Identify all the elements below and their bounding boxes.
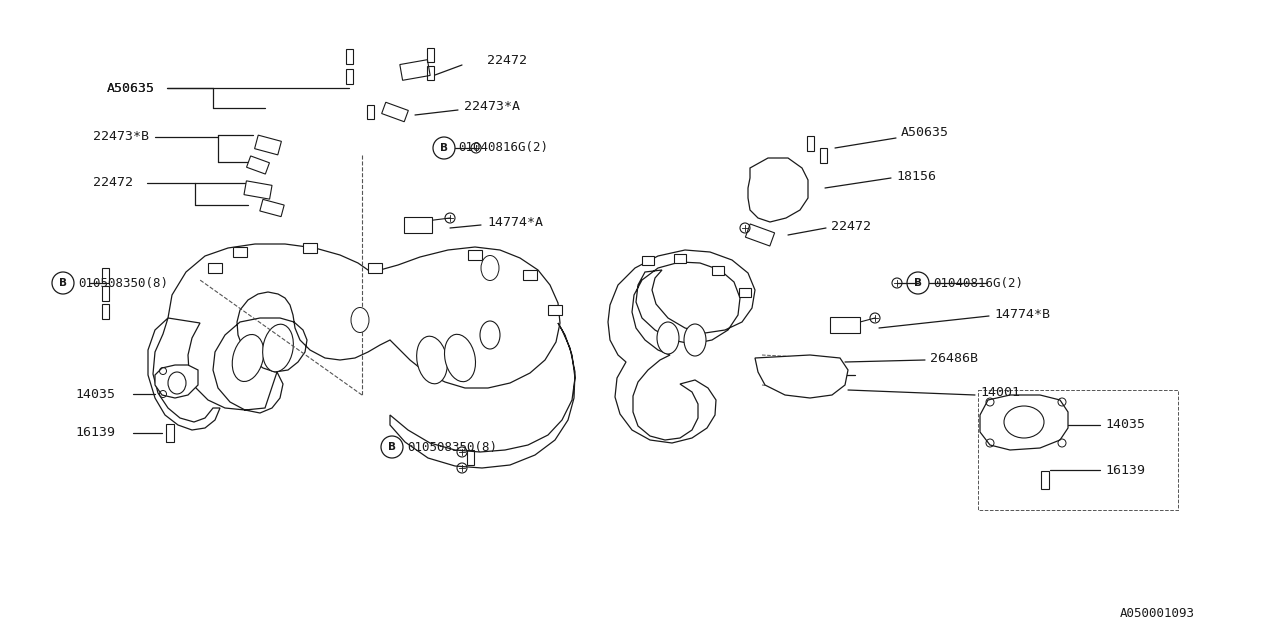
Ellipse shape xyxy=(262,324,293,372)
Ellipse shape xyxy=(1004,406,1044,438)
Bar xyxy=(166,424,174,442)
Polygon shape xyxy=(468,250,483,260)
Polygon shape xyxy=(675,253,686,262)
Text: B: B xyxy=(388,442,396,452)
Text: 14001: 14001 xyxy=(980,387,1020,399)
Polygon shape xyxy=(247,156,270,174)
Polygon shape xyxy=(548,305,562,315)
Polygon shape xyxy=(745,224,774,246)
Bar xyxy=(346,49,352,63)
Ellipse shape xyxy=(232,335,264,381)
Bar xyxy=(819,147,827,163)
Text: 14035: 14035 xyxy=(76,387,115,401)
Ellipse shape xyxy=(684,324,707,356)
Text: 16139: 16139 xyxy=(1105,463,1146,477)
Text: 14774*B: 14774*B xyxy=(995,307,1050,321)
Ellipse shape xyxy=(168,372,186,394)
Polygon shape xyxy=(712,266,724,275)
Text: 14774*A: 14774*A xyxy=(486,216,543,228)
Text: 16139: 16139 xyxy=(76,426,115,440)
Text: 26486B: 26486B xyxy=(931,351,978,365)
Polygon shape xyxy=(643,255,654,264)
Bar xyxy=(101,285,109,301)
Polygon shape xyxy=(207,263,221,273)
Polygon shape xyxy=(829,317,860,333)
Polygon shape xyxy=(260,199,284,217)
Polygon shape xyxy=(748,158,808,222)
Bar xyxy=(346,68,352,83)
Bar xyxy=(101,303,109,319)
Bar xyxy=(978,390,1178,510)
Polygon shape xyxy=(148,318,220,430)
Polygon shape xyxy=(404,217,433,233)
Ellipse shape xyxy=(444,334,475,381)
Polygon shape xyxy=(381,102,408,122)
Polygon shape xyxy=(524,270,538,280)
Text: A50635: A50635 xyxy=(108,81,155,95)
Bar xyxy=(426,66,434,80)
Text: 22472: 22472 xyxy=(486,54,527,67)
Ellipse shape xyxy=(480,321,500,349)
Text: 18156: 18156 xyxy=(896,170,936,182)
Polygon shape xyxy=(739,287,751,296)
Bar xyxy=(426,48,434,62)
Polygon shape xyxy=(755,355,849,398)
Ellipse shape xyxy=(417,336,447,384)
Polygon shape xyxy=(369,263,381,273)
Text: B: B xyxy=(914,278,922,288)
Text: 22472: 22472 xyxy=(93,177,133,189)
Text: 01040816G(2): 01040816G(2) xyxy=(458,141,548,154)
Polygon shape xyxy=(255,135,282,155)
Ellipse shape xyxy=(657,322,678,354)
Text: 010508350(8): 010508350(8) xyxy=(78,276,168,289)
Text: 22473*A: 22473*A xyxy=(465,100,520,113)
Bar xyxy=(806,136,814,150)
Text: 01040816G(2): 01040816G(2) xyxy=(933,276,1023,289)
Text: A50635: A50635 xyxy=(901,127,948,140)
Polygon shape xyxy=(399,60,430,80)
Polygon shape xyxy=(244,181,273,199)
Polygon shape xyxy=(608,250,755,443)
Bar xyxy=(366,105,374,119)
Ellipse shape xyxy=(351,307,369,333)
Bar xyxy=(101,268,109,282)
Text: 22472: 22472 xyxy=(831,220,870,232)
Polygon shape xyxy=(168,244,561,413)
Bar xyxy=(1041,471,1050,489)
Text: A50635: A50635 xyxy=(108,81,155,95)
Text: B: B xyxy=(59,278,67,288)
Polygon shape xyxy=(390,323,575,468)
Text: 14035: 14035 xyxy=(1105,419,1146,431)
Text: 22473*B: 22473*B xyxy=(93,131,148,143)
Polygon shape xyxy=(233,247,247,257)
Text: A050001093: A050001093 xyxy=(1120,607,1196,620)
Bar xyxy=(466,449,474,465)
Polygon shape xyxy=(303,243,317,253)
Polygon shape xyxy=(980,395,1068,450)
Polygon shape xyxy=(155,365,198,398)
Text: 010508350(8): 010508350(8) xyxy=(407,440,497,454)
Text: B: B xyxy=(440,143,448,153)
Ellipse shape xyxy=(481,255,499,280)
